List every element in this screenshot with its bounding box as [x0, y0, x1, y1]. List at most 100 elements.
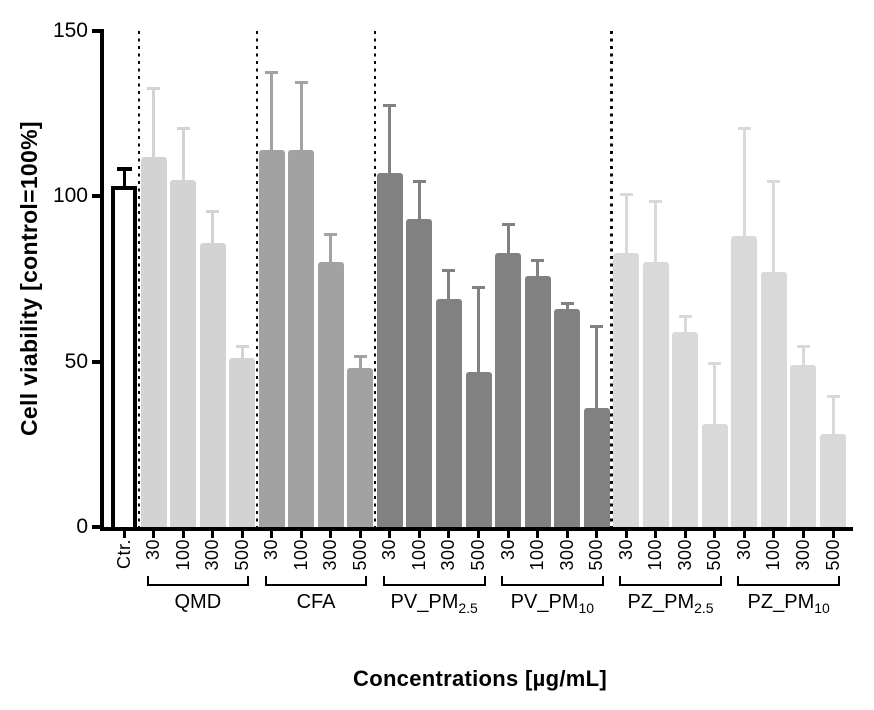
x-tick-label: 100 — [408, 539, 429, 571]
error-bar-line — [654, 199, 658, 268]
error-bar-cap — [590, 325, 604, 329]
error-bar-line — [447, 269, 451, 304]
x-tick-label: 500 — [349, 539, 370, 571]
error-bar-line — [772, 179, 776, 278]
error-bar-cap — [265, 70, 279, 74]
error-bar-line — [417, 179, 421, 225]
x-axis-tick — [270, 531, 274, 538]
group-separator-dotted-line — [373, 31, 377, 527]
x-tick-label: 100 — [172, 539, 193, 571]
x-axis-tick — [624, 531, 628, 538]
error-bar-cap — [649, 199, 663, 203]
data-bar — [642, 262, 669, 527]
data-bar — [524, 275, 551, 527]
group-bracket — [619, 576, 722, 586]
data-bar — [317, 262, 344, 527]
group-bracket — [382, 576, 486, 586]
data-bar — [613, 252, 640, 527]
x-axis-tick — [654, 531, 658, 538]
x-tick-label: 500 — [231, 539, 252, 571]
error-bar-cap — [442, 269, 456, 273]
group-bracket — [737, 576, 840, 586]
group-separator-dotted-line — [137, 31, 141, 527]
data-bar — [495, 252, 522, 527]
data-bar — [347, 368, 374, 527]
error-bar-line — [595, 325, 599, 413]
error-bar-cap — [531, 259, 545, 263]
y-tick-label: 100 — [52, 184, 88, 208]
error-bar-line — [299, 80, 303, 156]
error-bar-cap — [708, 361, 722, 365]
data-bar — [731, 236, 758, 527]
x-axis-line — [100, 527, 853, 531]
x-tick-label: 30 — [497, 539, 518, 561]
error-bar-line — [624, 193, 628, 258]
group-label-subscript: 10 — [814, 600, 830, 616]
x-axis-tick — [329, 531, 333, 538]
y-tick-label: 50 — [64, 349, 88, 373]
error-bar-line — [270, 70, 274, 156]
x-tick-label: 30 — [615, 539, 636, 561]
error-bar-cap — [678, 315, 692, 319]
error-bar-line — [122, 166, 126, 192]
group-label: PV_PM2.5 — [390, 591, 478, 616]
data-bar — [199, 242, 226, 527]
x-tick-label: 300 — [792, 539, 813, 571]
error-bar-cap — [324, 232, 338, 236]
error-bar-cap — [116, 166, 132, 171]
x-axis-tick — [447, 531, 451, 538]
error-bar-line — [329, 232, 333, 268]
data-bar — [790, 364, 817, 527]
group-label: PZ_PM10 — [747, 591, 830, 616]
error-bar-line — [506, 222, 510, 258]
x-tick-label: 500 — [704, 539, 725, 571]
x-tick-label: 300 — [674, 539, 695, 571]
x-tick-label: 30 — [379, 539, 400, 561]
x-axis-tick — [477, 531, 480, 538]
x-axis-tick — [299, 531, 303, 538]
error-bar-line — [181, 126, 185, 185]
error-bar-line — [536, 259, 540, 281]
x-tick-label: 100 — [527, 539, 548, 571]
x-tick-label: 300 — [320, 539, 341, 571]
x-axis-tick — [536, 531, 540, 538]
error-bar-line — [713, 361, 717, 430]
group-label: CFA — [296, 591, 336, 613]
group-label-subscript: 10 — [578, 600, 595, 616]
x-axis-tick — [772, 531, 776, 538]
group-label: QMD — [174, 591, 222, 613]
x-axis-tick — [417, 531, 421, 538]
control-bar — [111, 186, 137, 527]
x-tick-label: 100 — [645, 539, 666, 571]
group-label-subscript: 2.5 — [694, 600, 714, 616]
data-bar — [435, 298, 462, 527]
y-axis-line — [100, 29, 104, 531]
data-bar — [760, 272, 787, 527]
error-bar-line — [801, 345, 805, 370]
error-bar-line — [211, 209, 215, 248]
error-bar-cap — [560, 302, 574, 306]
error-bar-cap — [353, 355, 367, 359]
data-bar — [229, 358, 256, 527]
x-tick-label: 300 — [438, 539, 459, 571]
y-axis-tick — [92, 29, 100, 33]
x-axis-tick — [152, 531, 156, 538]
data-bar — [820, 434, 846, 527]
x-tick-label: 300 — [556, 539, 577, 571]
group-bracket — [264, 576, 368, 586]
error-bar-cap — [206, 209, 220, 213]
x-tick-label: 500 — [586, 539, 607, 571]
y-axis-tick — [92, 359, 100, 364]
x-tick-label: 500 — [468, 539, 488, 571]
x-axis-tick — [506, 531, 510, 538]
y-tick-label: 0 — [76, 515, 88, 538]
x-tick-label: 300 — [202, 539, 223, 571]
x-tick-label: 30 — [733, 539, 754, 561]
x-axis-tick — [683, 531, 687, 538]
x-axis-tick — [358, 531, 362, 538]
y-tick-label: 150 — [52, 19, 88, 42]
x-axis-tick — [831, 531, 835, 538]
error-bar-line — [683, 315, 687, 337]
x-axis-tick — [122, 531, 126, 538]
